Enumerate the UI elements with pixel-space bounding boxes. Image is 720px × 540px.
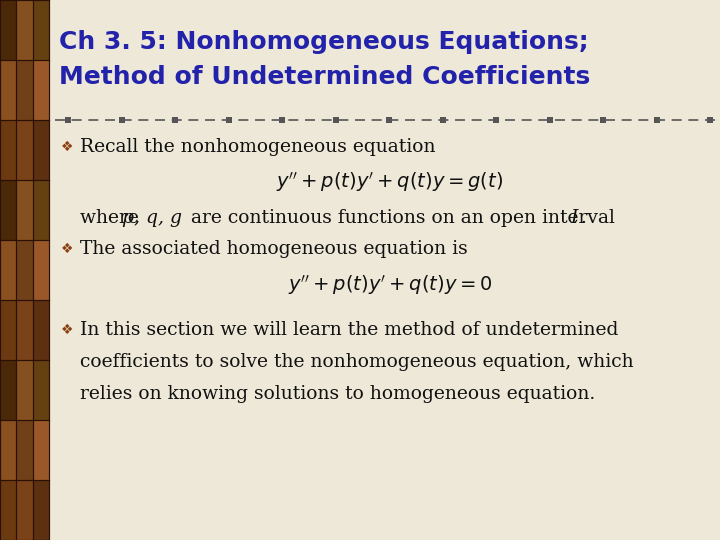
Text: coefficients to solve the nonhomogeneous equation, which: coefficients to solve the nonhomogeneous…	[80, 353, 634, 371]
Bar	[32, 180, 49, 240]
Bar	[32, 120, 49, 180]
Bar	[17, 480, 32, 540]
Bar	[32, 240, 49, 300]
Text: p, q, g: p, q, g	[122, 209, 182, 227]
Bar	[32, 0, 49, 60]
Bar	[32, 60, 49, 120]
Text: The associated homogeneous equation is: The associated homogeneous equation is	[80, 240, 468, 258]
Bar	[707, 117, 713, 123]
Bar	[386, 117, 392, 123]
Text: are continuous functions on an open interval: are continuous functions on an open inte…	[185, 209, 621, 227]
Text: ❖: ❖	[60, 242, 73, 256]
Bar	[32, 360, 49, 420]
Bar	[225, 117, 232, 123]
Bar	[0, 0, 49, 540]
Bar	[32, 300, 49, 360]
Text: $y'' + p(t)y' + q(t)y = 0$: $y'' + p(t)y' + q(t)y = 0$	[288, 273, 492, 297]
Bar	[0, 240, 17, 300]
Bar	[17, 120, 32, 180]
Bar	[0, 480, 17, 540]
Bar	[17, 60, 32, 120]
Text: In this section we will learn the method of undetermined: In this section we will learn the method…	[80, 321, 618, 339]
Bar	[493, 117, 499, 123]
Text: ❖: ❖	[60, 323, 73, 337]
Bar	[119, 117, 125, 123]
Text: ❖: ❖	[60, 140, 73, 154]
Bar	[17, 240, 32, 300]
Text: where: where	[80, 209, 145, 227]
Text: Ch 3. 5: Nonhomogeneous Equations;: Ch 3. 5: Nonhomogeneous Equations;	[59, 30, 589, 54]
Bar	[32, 480, 49, 540]
Text: I: I	[570, 209, 577, 227]
Bar	[0, 300, 17, 360]
Bar	[17, 420, 32, 480]
Text: $y'' + p(t)y' + q(t)y = g(t)$: $y'' + p(t)y' + q(t)y = g(t)$	[276, 170, 503, 194]
Text: Recall the nonhomogeneous equation: Recall the nonhomogeneous equation	[80, 138, 436, 156]
Text: relies on knowing solutions to homogeneous equation.: relies on knowing solutions to homogeneo…	[80, 385, 595, 403]
Bar	[546, 117, 552, 123]
Bar	[0, 420, 17, 480]
Bar	[333, 117, 338, 123]
Text: Method of Undetermined Coefficients: Method of Undetermined Coefficients	[59, 65, 590, 89]
Bar	[0, 180, 17, 240]
Text: .: .	[580, 209, 586, 227]
Bar	[17, 0, 32, 60]
Bar	[17, 300, 32, 360]
Bar	[439, 117, 446, 123]
Bar	[279, 117, 285, 123]
Bar	[0, 0, 17, 60]
Bar	[17, 180, 32, 240]
Bar	[32, 420, 49, 480]
Bar	[65, 117, 71, 123]
Bar	[0, 360, 17, 420]
Bar	[600, 117, 606, 123]
Bar	[0, 120, 17, 180]
Bar	[0, 60, 17, 120]
Bar	[654, 117, 660, 123]
Bar	[172, 117, 178, 123]
Bar	[17, 360, 32, 420]
